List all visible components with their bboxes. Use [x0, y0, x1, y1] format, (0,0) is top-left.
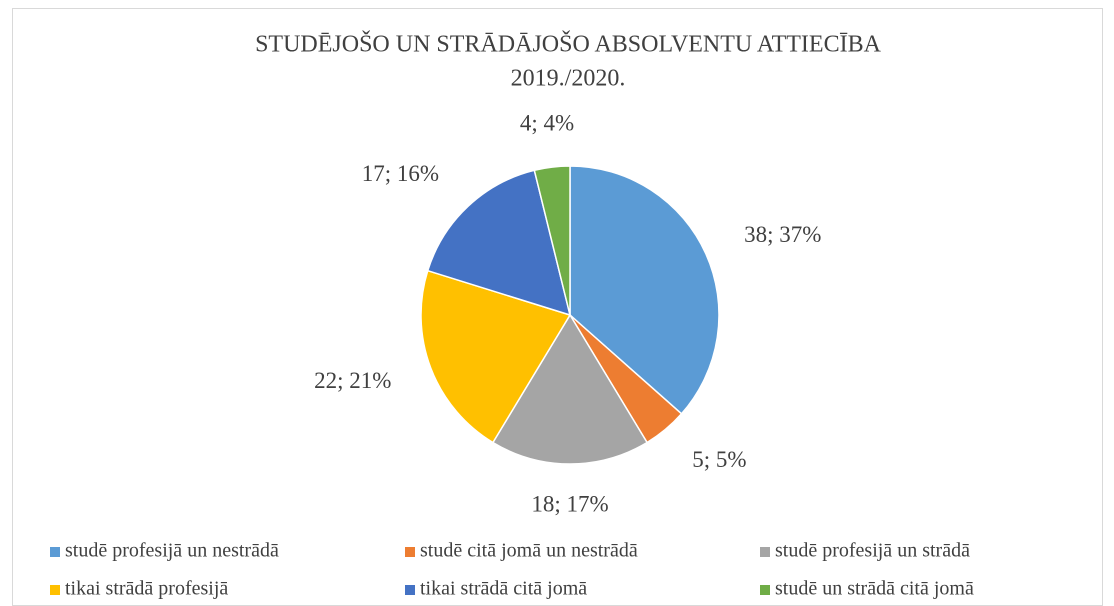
legend-label: studē profesijā un nestrādā [65, 540, 279, 562]
pie-slice [420, 269, 572, 444]
chart-title: STUDĒJOŠO UN STRĀDĀJOŠO ABSOLVENTU ATTIE… [255, 31, 882, 58]
data-label: 4; 4% [520, 111, 574, 136]
chart-subtitle: 2019./2020. [511, 66, 626, 92]
legend-label: tikai strādā profesijā [65, 578, 228, 600]
legend-swatch [50, 585, 60, 595]
legend-swatch [405, 585, 415, 595]
legend-label: studē profesijā un strādā [775, 540, 970, 562]
data-label: 22; 21% [314, 368, 391, 393]
pie-slice [533, 165, 571, 316]
legend-label: studē citā jomā un nestrādā [420, 540, 638, 562]
legend-swatch [760, 585, 770, 595]
data-label: 5; 5% [692, 447, 746, 472]
data-label: 18; 17% [531, 491, 608, 516]
data-label: 17; 16% [362, 161, 439, 186]
data-label: 38; 37% [744, 222, 821, 247]
legend-swatch [405, 547, 415, 557]
legend-swatch [760, 547, 770, 557]
pie-slice [569, 165, 720, 415]
pie-slice [426, 169, 572, 317]
pie-slice [491, 313, 649, 465]
legend-swatch [50, 547, 60, 557]
legend-label: tikai strādā citā jomā [420, 578, 587, 600]
legend-label: studē un strādā citā jomā [775, 578, 974, 600]
